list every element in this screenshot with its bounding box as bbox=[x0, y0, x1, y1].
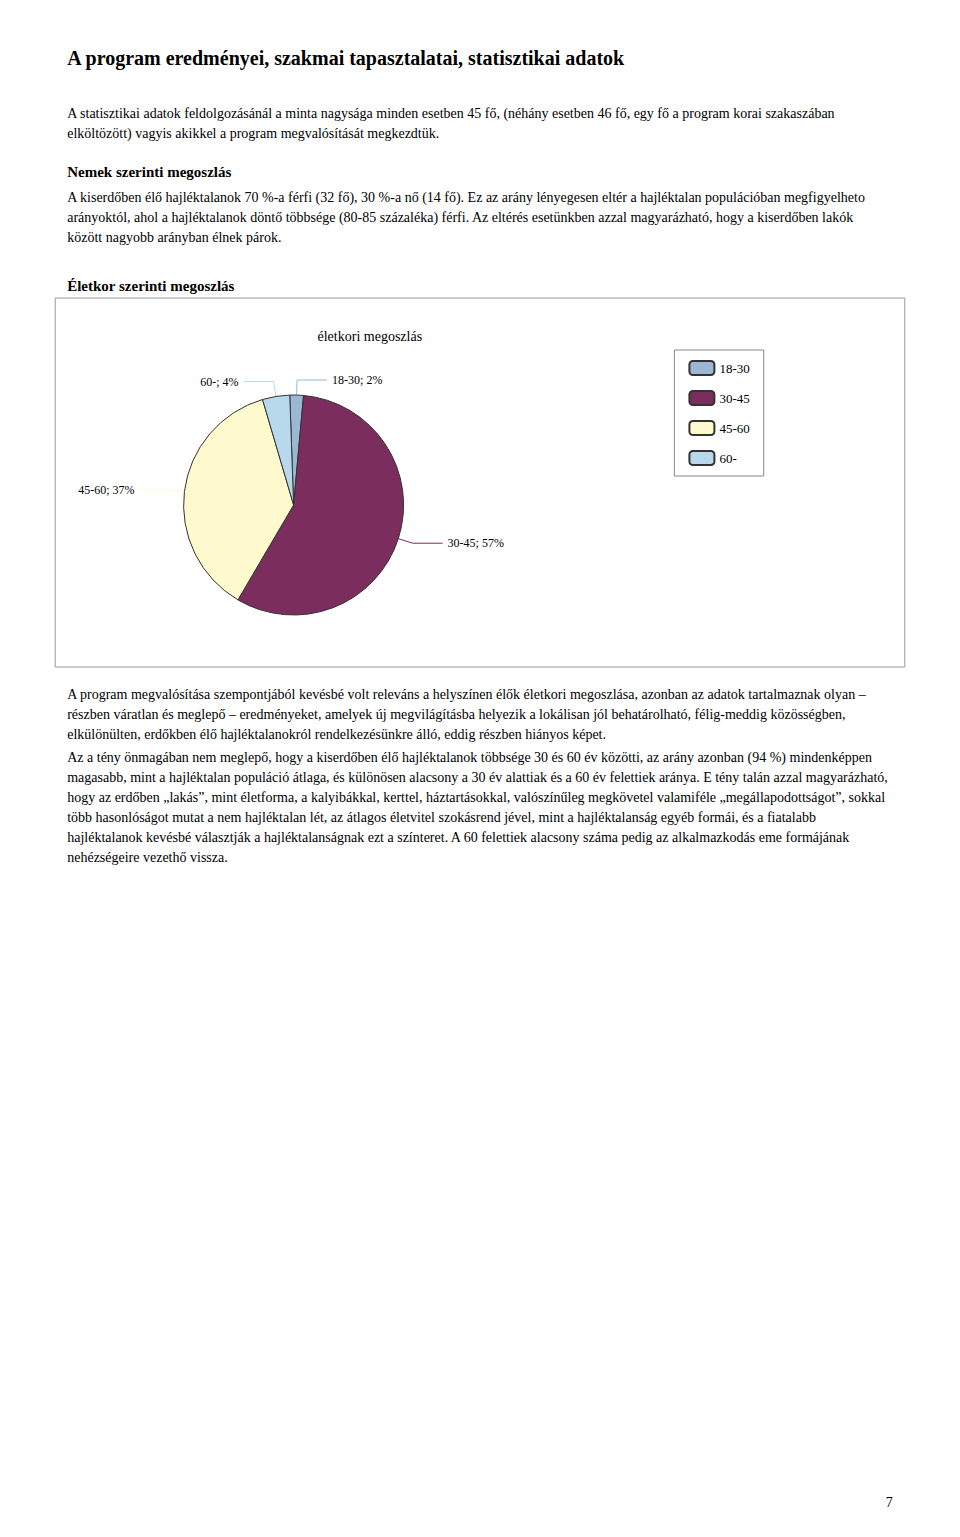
svg-text:Életkor szerinti megoszlás: Életkor szerinti megoszlás bbox=[67, 278, 234, 294]
svg-text:között nagyobb arányban élnek: között nagyobb arányban élnek párok. bbox=[67, 230, 281, 245]
svg-text:30-45: 30-45 bbox=[719, 391, 749, 406]
svg-text:részben váratlan és meglepő –: részben váratlan és meglepő – eredmények… bbox=[67, 707, 845, 722]
svg-text:nehézségeire vezethő vissza.: nehézségeire vezethő vissza. bbox=[67, 850, 228, 865]
svg-text:A program megvalósítása szempo: A program megvalósítása szempontjából ke… bbox=[67, 687, 866, 702]
svg-text:A kiserdőben élő hajléktalanok: A kiserdőben élő hajléktalanok 70 %-a fé… bbox=[67, 190, 865, 206]
svg-text:18-30: 18-30 bbox=[719, 361, 749, 376]
svg-text:45-60; 37%: 45-60; 37% bbox=[78, 483, 134, 497]
svg-text:hajléktalanok kevésbé választj: hajléktalanok kevésbé választják a hajlé… bbox=[67, 830, 849, 845]
svg-text:életkori megoszlás: életkori megoszlás bbox=[318, 329, 423, 344]
svg-text:magasabb, mint a hajléktalan p: magasabb, mint a hajléktalan populáció á… bbox=[67, 770, 888, 785]
svg-text:elköltözött) vagyis akikkel a: elköltözött) vagyis akikkel a program me… bbox=[67, 126, 439, 142]
svg-text:45-60: 45-60 bbox=[719, 421, 749, 436]
svg-text:18-30; 2%: 18-30; 2% bbox=[332, 373, 382, 387]
svg-text:30-45; 57%: 30-45; 57% bbox=[448, 536, 504, 550]
svg-text:hogy az erdőben „lakás”, mint: hogy az erdőben „lakás”, mint életforma,… bbox=[67, 790, 885, 805]
svg-text:7: 7 bbox=[886, 1495, 893, 1510]
svg-text:arányoktól, ahol a hajléktalan: arányoktól, ahol a hajléktalanok döntő t… bbox=[67, 210, 853, 226]
svg-text:elkülönülten, erdőkben élő haj: elkülönülten, erdőkben élő hajléktalanok… bbox=[67, 727, 606, 742]
svg-text:Nemek szerinti megoszlás: Nemek szerinti megoszlás bbox=[67, 164, 231, 180]
svg-text:60-: 60- bbox=[719, 451, 736, 466]
svg-text:több hasonlóságot mutat a nem: több hasonlóságot mutat a nem hajléktala… bbox=[67, 810, 816, 825]
svg-text:Az a tény önmagában nem meglep: Az a tény önmagában nem meglepő, hogy a … bbox=[67, 750, 872, 766]
svg-text:A statisztikai adatok feldolgo: A statisztikai adatok feldolgozásánál a … bbox=[67, 106, 834, 122]
svg-text:60-; 4%: 60-; 4% bbox=[200, 375, 238, 389]
svg-text:A program eredményei, szakmai: A program eredményei, szakmai tapasztala… bbox=[67, 47, 625, 70]
